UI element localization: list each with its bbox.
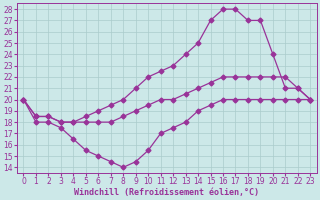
- X-axis label: Windchill (Refroidissement éolien,°C): Windchill (Refroidissement éolien,°C): [74, 188, 260, 197]
